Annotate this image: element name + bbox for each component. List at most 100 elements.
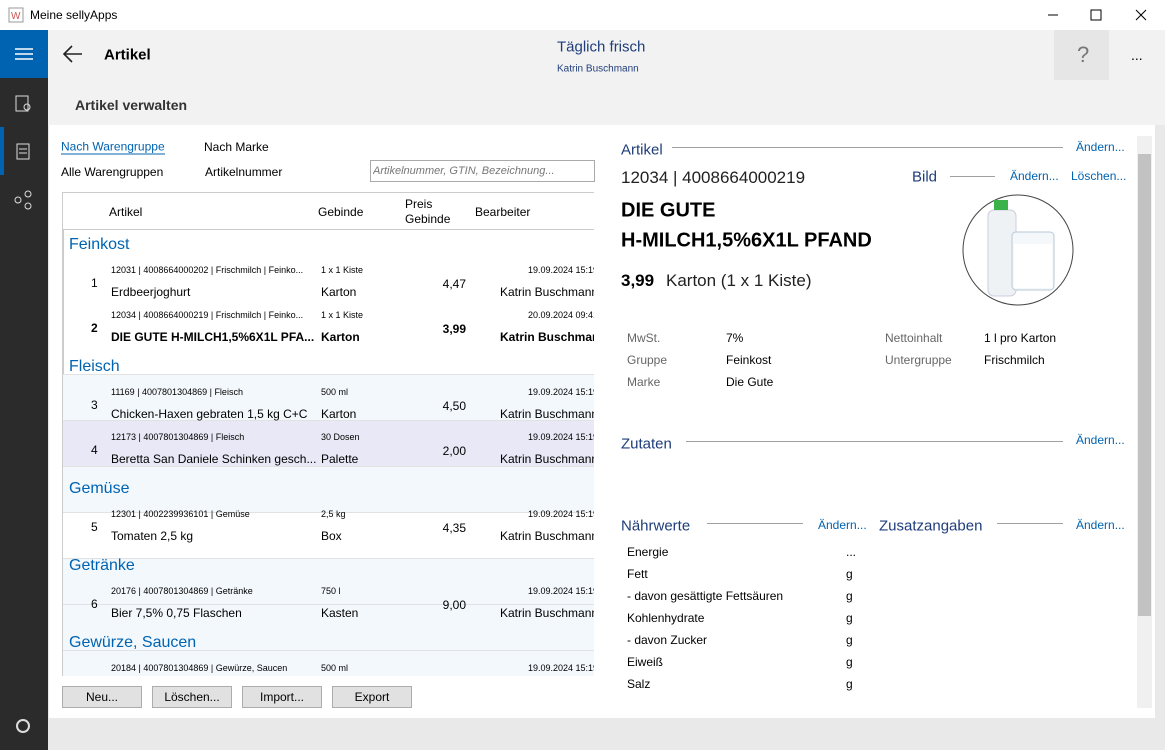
divider <box>950 176 995 177</box>
nutrient-name: Eiweiß <box>627 655 664 669</box>
row-unit-small: 30 Dosen <box>321 432 360 442</box>
nutrient-name: Fett <box>627 567 648 581</box>
divider <box>997 523 1063 524</box>
search-box[interactable] <box>370 160 595 182</box>
row-date: 20.09.2024 09:41 <box>528 310 594 320</box>
shop-name: Täglich frisch <box>557 38 646 56</box>
table-row[interactable] <box>63 374 594 420</box>
row-editor: Katrin Buschmann <box>500 606 594 620</box>
panel-heading: Zusatzangaben <box>879 517 983 535</box>
back-button[interactable] <box>60 42 86 66</box>
column-header: Preis <box>405 197 433 211</box>
nutrient-name: Energie <box>627 545 669 559</box>
help-button[interactable] <box>1054 30 1109 80</box>
column-divider <box>63 302 64 338</box>
panel-heading: Zutaten <box>621 435 672 453</box>
filter-tab[interactable]: Nach Marke <box>204 140 269 154</box>
detail-label: MwSt. <box>627 331 661 345</box>
row-index: 6 <box>91 597 98 611</box>
row-editor: Katrin Buschmann <box>500 407 594 421</box>
row-unit-small: 1 x 1 Kiste <box>321 310 364 320</box>
sort-field[interactable]: Artikelnummer <box>205 165 283 179</box>
scrollbar[interactable] <box>1137 136 1152 708</box>
row-meta: 20184 | 4007801304869 | Gewürze, Saucen <box>111 663 288 673</box>
row-date: 19.09.2024 15:19 <box>528 432 594 442</box>
edit-link[interactable]: Ändern... <box>1076 140 1125 154</box>
group-heading: Gemüse <box>69 480 130 497</box>
button[interactable]: Neu... <box>62 686 142 708</box>
detail-value: 7% <box>726 331 744 345</box>
button[interactable]: Löschen... <box>152 686 232 708</box>
row-name: Tomaten 2,5 kg <box>111 529 194 543</box>
sidebar-icons[interactable] <box>0 30 48 750</box>
row-price: 9,00 <box>442 598 466 612</box>
nutrient-value: ... <box>846 545 857 559</box>
row-index: 1 <box>91 276 98 290</box>
user-name: Katrin Buschmann <box>557 63 639 75</box>
edit-link[interactable]: Ändern... <box>1076 433 1125 447</box>
detail-label: Gruppe <box>627 353 668 367</box>
button-label: Export <box>354 690 390 704</box>
edit-link[interactable]: Ändern... <box>1076 518 1125 532</box>
column-divider <box>63 338 64 374</box>
button-label: Import... <box>259 690 305 704</box>
row-name: DIE GUTE H-MILCH1,5%6X1L PFA... <box>111 330 315 344</box>
row-unit: Karton <box>321 407 357 421</box>
row-index: 5 <box>91 520 98 534</box>
row-unit-small: 500 ml <box>321 387 349 397</box>
table-row[interactable] <box>63 466 594 512</box>
table-row-selected[interactable] <box>63 420 594 466</box>
more-menu[interactable]: ... <box>1131 47 1143 63</box>
nutrient-value: g <box>846 655 853 669</box>
page-title: Artikel <box>104 46 151 64</box>
detail-label: Marke <box>627 375 661 389</box>
row-unit: Kasten <box>321 606 359 620</box>
detail-value: Frischmilch <box>984 353 1045 367</box>
group-filter[interactable]: Alle Warengruppen <box>61 165 164 179</box>
row-price: 2,00 <box>442 444 466 458</box>
column-divider <box>63 230 64 266</box>
window-title: Meine sellyApps <box>30 8 118 22</box>
edit-link[interactable]: Ändern... <box>818 518 867 532</box>
article-unit: Karton (1 x 1 Kiste) <box>666 271 812 290</box>
image-delete-link[interactable]: Löschen... <box>1071 169 1127 183</box>
button[interactable]: Import... <box>242 686 322 708</box>
row-name: Chicken-Haxen gebraten 1,5 kg C+C <box>111 407 308 421</box>
image-edit-link[interactable]: Ändern... <box>1010 169 1059 183</box>
article-title: DIE GUTE <box>621 199 716 222</box>
table-row[interactable] <box>63 512 594 558</box>
group-heading: Getränke <box>69 557 135 574</box>
button[interactable]: Export <box>332 686 412 708</box>
article-title: H-MILCH1,5%6X1L PFAND <box>621 229 872 252</box>
nutrient-name: - davon Zucker <box>627 633 708 647</box>
row-editor: Katrin Buschmann <box>500 330 594 344</box>
row-index: 7 <box>91 674 98 676</box>
table-row[interactable] <box>63 604 594 650</box>
detail-value: Feinkost <box>726 353 772 367</box>
image-heading: Bild <box>912 168 938 186</box>
table-row[interactable] <box>63 650 594 676</box>
sidebar <box>0 30 48 750</box>
table-row[interactable] <box>63 558 594 604</box>
row-name: Erdbeerjoghurt <box>111 285 191 299</box>
column-header: Artikel <box>109 205 143 219</box>
row-price: 3,99 <box>442 322 466 336</box>
article-price: 3,99 <box>621 271 655 290</box>
row-price: 4,50 <box>442 399 466 413</box>
row-index: 2 <box>91 321 98 335</box>
row-meta: 12173 | 4007801304869 | Fleisch <box>111 432 245 442</box>
svg-text:W: W <box>11 11 21 22</box>
row-date: 19.09.2024 15:19 <box>528 586 594 596</box>
nutrient-name: Kohlenhydrate <box>627 611 705 625</box>
filter-tab[interactable]: Nach Warengruppe <box>61 139 165 155</box>
row-unit: Karton <box>321 285 357 299</box>
row-name: Bier 7,5% 0,75 Flaschen <box>111 606 242 620</box>
column-header: Gebinde <box>405 212 451 226</box>
nutrient-value: g <box>846 677 853 691</box>
help-icon: ? <box>1077 42 1090 67</box>
window-controls[interactable] <box>1040 0 1165 30</box>
row-index: 4 <box>91 443 98 457</box>
product-image <box>962 194 1074 306</box>
button-label: Neu... <box>85 690 119 704</box>
